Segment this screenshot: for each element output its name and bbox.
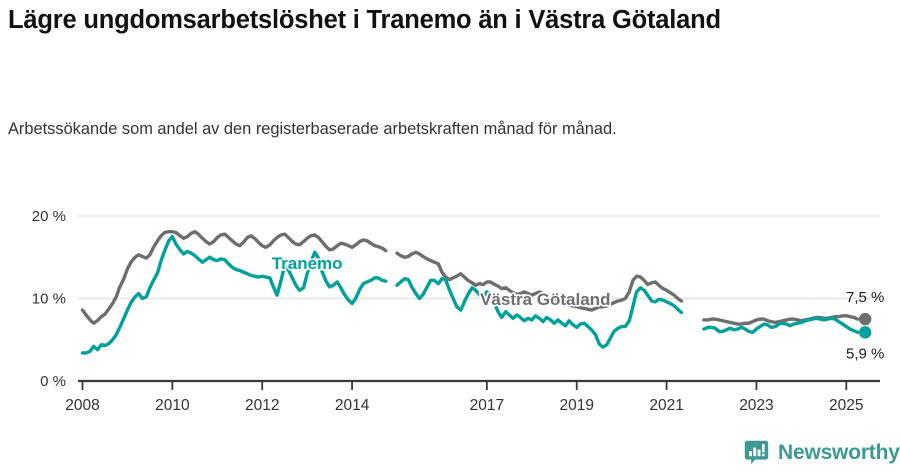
gridlines xyxy=(78,215,880,383)
series-line xyxy=(395,250,684,312)
end-value-labels: 7,5 % 5,9 % xyxy=(846,289,884,362)
x-axis: 2008 2010 2012 2014 2017 2019 2021 2023 2025 xyxy=(65,381,864,410)
series-line xyxy=(80,234,388,355)
series-annotation-label: Tranemo xyxy=(272,254,343,273)
series-lines xyxy=(80,229,860,355)
brand-name: Newsworthy xyxy=(778,440,900,464)
series-annotations: Tranemo Västra Götaland xyxy=(270,252,612,311)
series-line xyxy=(702,316,860,335)
bar-chart-speech-bubble-icon xyxy=(744,440,769,465)
series-endpoint-dot xyxy=(858,312,872,326)
chart-container: 0 % 10 % 20 % 2008 2010 2012 2014 2017 2019 2021… xyxy=(0,195,900,410)
y-axis-tick-label: 20 % xyxy=(32,208,66,225)
end-label-vastra-gotaland: 7,5 % xyxy=(846,289,884,306)
line-chart: 0 % 10 % 20 % 2008 2010 2012 2014 2017 2019 2021… xyxy=(32,208,885,410)
x-axis-tick-label: 2021 xyxy=(649,397,683,410)
x-axis-tick-label: 2008 xyxy=(65,397,99,410)
series-line xyxy=(80,229,388,325)
x-axis-tick-label: 2014 xyxy=(335,397,370,410)
series-line xyxy=(395,276,684,349)
x-axis-tick-label: 2023 xyxy=(739,397,773,410)
x-axis-tick-label: 2019 xyxy=(559,397,593,410)
x-axis-tick-label: 2012 xyxy=(245,397,279,410)
y-axis-tick-label: 10 % xyxy=(32,291,66,308)
y-axis-labels: 0 % 10 % 20 % xyxy=(32,208,66,390)
x-axis-tick-label: 2010 xyxy=(155,397,190,410)
series-annotation-label: Västra Götaland xyxy=(480,290,610,309)
page-subtitle: Arbetssökande som andel av den registerb… xyxy=(8,120,617,138)
page-title: Lägre ungdomsarbetslöshet i Tranemo än i… xyxy=(8,6,721,34)
series-endpoints xyxy=(858,312,872,339)
x-axis-tick-label: 2025 xyxy=(829,397,863,410)
x-axis-tick-label: 2017 xyxy=(470,397,504,410)
brand-footer: Newsworthy xyxy=(744,436,900,468)
y-axis-tick-label: 0 % xyxy=(40,373,66,390)
series-endpoint-dot xyxy=(858,326,872,339)
end-label-tranemo: 5,9 % xyxy=(846,345,884,362)
